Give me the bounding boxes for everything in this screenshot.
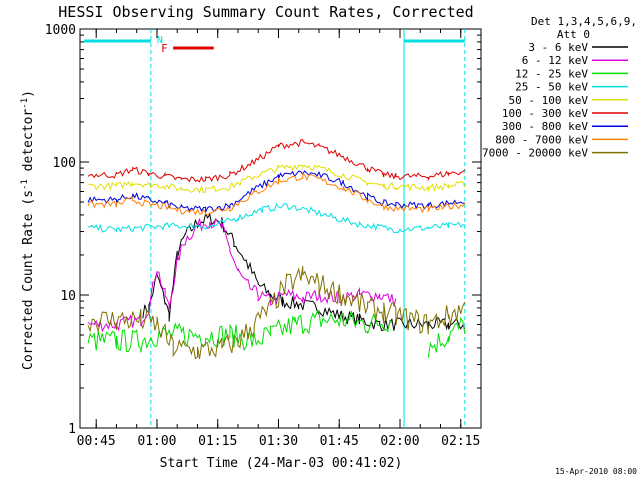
series-line-0 [142,212,466,332]
series-line-2 [87,310,466,358]
series-layer [87,139,466,360]
legend-label-8: 7000 - 20000 keV [482,147,588,160]
y-tick-label-2: 100 [53,156,76,171]
annotation-f: F [161,42,168,55]
y-axis-label: Corrected Count Rate (s-1 detector-1) [20,90,36,370]
chart-title: HESSI Observing Summary Count Rates, Cor… [58,3,473,21]
legend-label-3: 25 - 50 keV [515,81,588,94]
y-axis-label-main: Corrected Count Rate (s [21,190,36,370]
plot-area: NF [84,29,466,428]
x-tick-label-3: 01:30 [259,434,298,449]
legend-label-7: 800 - 7000 keV [495,133,588,146]
series-line-7 [87,172,466,216]
series-line-8 [87,265,466,360]
x-tick-label-5: 02:00 [380,434,419,449]
legend-label-1: 6 - 12 keV [522,54,589,67]
legend-label-4: 50 - 100 keV [509,94,589,107]
y-axis-label-sup2: -1 [20,98,30,109]
series-line-3 [87,202,465,234]
footer-timestamp: 15-Apr-2010 08:00 [555,467,637,476]
series-line-5 [87,139,466,183]
y-axis-label-mid: detector [21,109,36,180]
x-tick-label-1: 01:00 [137,434,176,449]
axes-layer: 1 10 100 1000 00:45 01:00 01:15 01:30 01:45 02:00… [45,23,482,449]
x-tick-label-2: 01:15 [198,434,237,449]
legend-label-0: 3 - 6 keV [528,41,588,54]
y-axis-label-end: ) [21,90,36,98]
y-tick-label-3: 1000 [45,23,76,38]
x-tick-label-0: 00:45 [77,434,116,449]
y-axis-label-sup1: -1 [20,179,30,190]
series-line-6 [87,170,465,213]
legend-label-6: 300 - 800 keV [502,120,588,133]
legend-header-line-1: Det 1,3,4,5,6,9, [531,15,637,28]
x-tick-label-4: 01:45 [320,434,359,449]
legend-label-5: 100 - 300 keV [502,107,588,120]
x-tick-label-6: 02:15 [441,434,480,449]
x-axis-label: Start Time (24-Mar-03 00:41:02) [160,456,403,471]
annotation-n: N [157,35,163,46]
y-tick-label-1: 10 [60,289,76,304]
legend-label-2: 12 - 25 keV [515,67,588,80]
legend-header-line-2: Att 0 [557,28,590,41]
series-line-4 [88,164,466,194]
plot-frame [79,28,482,429]
y-tick-label-0: 1 [68,422,76,437]
